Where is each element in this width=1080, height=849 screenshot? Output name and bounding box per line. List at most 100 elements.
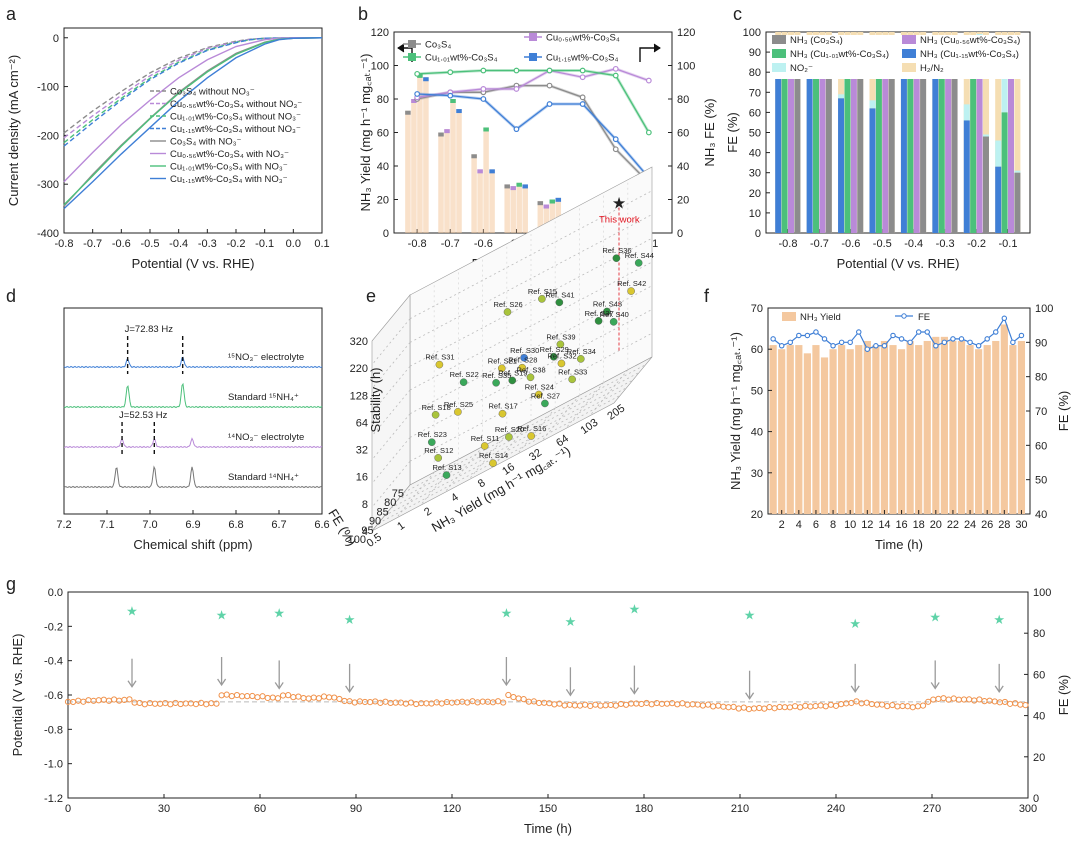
- e-ref-label: Ref. S17: [489, 402, 518, 411]
- g-potential-point: [515, 695, 522, 702]
- f-fe-point: [924, 329, 931, 335]
- e-ref-marker: [609, 318, 618, 326]
- g-potential-point: [750, 705, 758, 712]
- f-y2tick-label: 50: [1035, 475, 1047, 487]
- b-y2tick-label: 40: [677, 161, 689, 173]
- g-xtick-label: 180: [635, 803, 653, 815]
- panel-g-chart: 0 30 60 90 120 150 180 210 240 270 300 0.0 -0.2 -0.4 -…: [10, 587, 1071, 836]
- c-ytick-label: 60: [749, 107, 761, 119]
- b-bar-cap: [477, 169, 483, 174]
- g-ytick-label: 0.0: [48, 587, 63, 599]
- g-potential-point: [520, 696, 527, 703]
- b-legend-label: Cu₁.₁₅wt%-Co₃S₄: [546, 53, 618, 64]
- f-xtick-label: 4: [796, 519, 802, 531]
- e-ref-label: Ref. S16: [517, 424, 546, 433]
- f-ylabel: NH₃ Yield (mg h⁻¹ mg꜀ₐₜ.⁻¹): [728, 332, 743, 490]
- f-yield-bar: [906, 340, 914, 514]
- g-potential-point: [95, 697, 102, 704]
- f-yield-bar: [820, 357, 829, 514]
- g-potential-point: [290, 694, 297, 701]
- e-ref-marker: [603, 307, 611, 316]
- e-grid: [378, 394, 621, 524]
- g-fe-star: ★: [629, 601, 641, 616]
- g-potential-point: [336, 695, 343, 703]
- c-xtick-label: -0.5: [873, 238, 892, 250]
- e-ytick-label: 100: [348, 534, 366, 546]
- f-fe-point: [907, 339, 913, 346]
- e-ylabel: FE (%): [325, 506, 359, 548]
- f-fe-point: [838, 339, 845, 346]
- g-potential-point: [607, 701, 614, 709]
- c-bar-nh3: [813, 40, 820, 233]
- f-fe-point: [778, 343, 785, 349]
- e-ref-marker: [527, 432, 536, 440]
- panel-label-b: b: [358, 4, 368, 24]
- e-ref-label: Ref. S41: [545, 290, 574, 299]
- f-yield-bar: [1009, 345, 1017, 514]
- b-xtick-label: -0.8: [408, 238, 427, 250]
- b-left-arrowhead: [397, 43, 405, 53]
- f-yield-bar: [957, 340, 966, 514]
- f-yield-bar: [778, 349, 786, 514]
- b-fe-point: [579, 74, 586, 81]
- e-ref-marker: [498, 409, 507, 418]
- e-ref-label: Ref. S40: [600, 310, 629, 319]
- e-ref-label: Ref. S35: [482, 371, 511, 380]
- f-fe-point: [813, 329, 819, 335]
- c-legend-swatch: [772, 35, 786, 44]
- g-potential-point: [925, 698, 932, 705]
- b-fe-point: [414, 70, 421, 77]
- c-bar-nh3: [920, 56, 927, 234]
- g-potential-point: [909, 704, 916, 711]
- b-bar-fill: [423, 77, 429, 233]
- g-potential-point: [535, 699, 543, 707]
- e-ztick-label: 32: [356, 445, 368, 457]
- e-this-work-label: This work: [599, 215, 640, 226]
- g-potential-point: [694, 701, 701, 708]
- g-potential-point: [940, 695, 947, 702]
- g-potential-point: [648, 701, 655, 708]
- g-ytick-label: -1.0: [44, 759, 63, 771]
- panel-g-frame: [67, 591, 1029, 799]
- e-ref-marker: [492, 378, 500, 387]
- g-potential-point: [500, 699, 507, 706]
- g-potential-point: [597, 702, 604, 709]
- f-yield-bar: [932, 336, 940, 514]
- g-potential-point: [756, 704, 763, 712]
- b-fe-point: [447, 69, 454, 76]
- g-potential-point: [822, 703, 829, 710]
- c-bar-no2: [963, 104, 970, 121]
- f-fe-point: [915, 329, 922, 335]
- f-xtick-label: 18: [913, 519, 925, 531]
- b-legend-marker: [529, 53, 537, 61]
- g-potential-point: [679, 700, 686, 707]
- g-potential-point: [986, 697, 993, 704]
- d-xtick-label: 6.9: [185, 519, 200, 531]
- g-potential-point: [279, 692, 287, 699]
- panel-c-chart: -0.8 -0.7 -0.6 -0.5 -0.4 -0.3 -0.2 -0.1 0 10 20 30 4…: [725, 27, 1031, 271]
- d-xtick-label: 6.6: [314, 519, 329, 531]
- e-ytick-label: 80: [384, 497, 396, 509]
- a-legend-label: Cu₁.₀₁wt%-Co₃S₄ with NO₃⁻: [170, 162, 288, 173]
- f-fe-point: [898, 336, 905, 342]
- b-fe-point: [612, 72, 619, 79]
- g-fe-star: ★: [216, 608, 228, 623]
- g-potential-point: [387, 699, 394, 707]
- g-potential-point: [351, 699, 358, 706]
- b-ylabel: NH₃ Yield (mg h⁻¹ mg꜀ₐₜ.⁻¹): [358, 54, 373, 212]
- b-ytick-label: 80: [377, 94, 389, 106]
- g-y2tick-label: 40: [1033, 711, 1045, 723]
- e-ref-label: Ref. S13: [433, 463, 462, 472]
- panel-d-frame: [63, 307, 323, 515]
- c-bar-nh3: [963, 120, 970, 233]
- b-bar-fill: [456, 109, 462, 233]
- g-potential-point: [392, 699, 399, 706]
- f-fe-point: [847, 339, 853, 346]
- panel-a-frame: [63, 27, 323, 234]
- e-ref-marker: [634, 259, 643, 267]
- b-legend-label: Cu₁.₀₁wt%-Co₃S₄: [425, 53, 498, 64]
- b-ytick-label: 20: [377, 195, 389, 207]
- c-bar-nh3: [794, 74, 801, 234]
- g-potential-point: [418, 700, 425, 707]
- b-bar-cap: [450, 99, 456, 103]
